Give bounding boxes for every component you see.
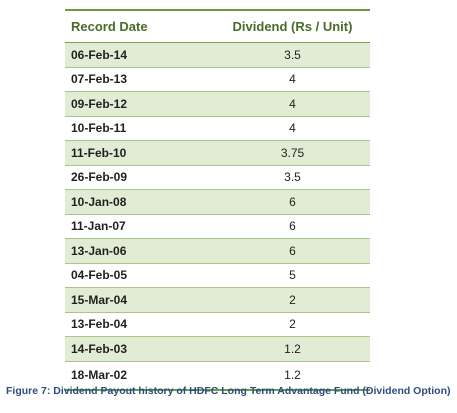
dividend-cell: 1.2 <box>284 368 301 382</box>
table-row: 10-Feb-11 4 <box>65 117 370 141</box>
record-date-cell: 14-Feb-03 <box>71 341 128 356</box>
table-row: 10-Jan-08 6 <box>65 190 370 215</box>
header-dividend: Dividend (Rs / Unit) <box>232 19 353 34</box>
dividend-cell: 3.75 <box>280 145 305 160</box>
table-row: 11-Jan-07 6 <box>65 215 370 239</box>
record-date-cell: 26-Feb-09 <box>71 170 128 185</box>
record-date-cell: 13-Feb-04 <box>71 317 128 332</box>
table-row: 06-Feb-14 3.5 <box>65 43 370 68</box>
dividend-cell: 6 <box>289 243 296 258</box>
dividend-cell: 6 <box>289 194 296 209</box>
record-date-cell: 10-Jan-08 <box>71 194 127 209</box>
table-row: 13-Feb-04 2 <box>65 313 370 337</box>
table-row: 04-Feb-05 5 <box>65 264 370 288</box>
record-date-cell: 06-Feb-14 <box>71 47 128 62</box>
record-date-cell: 04-Feb-05 <box>71 268 128 283</box>
dividend-cell: 3.5 <box>284 47 301 62</box>
dividend-cell: 2 <box>289 292 296 307</box>
table-row: 11-Feb-10 3.75 <box>65 141 370 166</box>
record-date-cell: 18-Mar-02 <box>71 368 128 382</box>
record-date-cell: 15-Mar-04 <box>71 292 128 307</box>
record-date-cell: 07-Feb-13 <box>71 72 128 87</box>
dividend-cell: 5 <box>289 268 296 283</box>
figure-caption: Figure 7: Dividend Payout history of HDF… <box>6 385 451 397</box>
header-record-date: Record Date <box>71 19 148 34</box>
table-row: 14-Feb-03 1.2 <box>65 337 370 362</box>
record-date-cell: 09-Feb-12 <box>71 96 128 111</box>
record-date-cell: 10-Feb-11 <box>71 121 127 136</box>
dividend-cell: 4 <box>289 72 296 87</box>
table-row: 13-Jan-06 6 <box>65 239 370 264</box>
table-row: 09-Feb-12 4 <box>65 92 370 117</box>
table-row: 18-Mar-02 1.2 <box>65 362 370 391</box>
table-header-row: Record Date Dividend (Rs / Unit) <box>65 11 370 43</box>
dividend-cell: 4 <box>289 121 296 136</box>
dividend-cell: 6 <box>289 219 296 234</box>
table-row: 26-Feb-09 3.5 <box>65 166 370 190</box>
dividend-cell: 3.5 <box>284 170 301 185</box>
table-row: 07-Feb-13 4 <box>65 68 370 92</box>
table-row: 15-Mar-04 2 <box>65 288 370 313</box>
table-top-rule <box>65 9 370 11</box>
record-date-cell: 11-Jan-07 <box>71 219 126 234</box>
dividend-cell: 1.2 <box>284 341 301 356</box>
record-date-cell: 11-Feb-10 <box>71 145 127 160</box>
dividend-table: Record Date Dividend (Rs / Unit) 06-Feb-… <box>65 9 370 391</box>
dividend-cell: 4 <box>289 96 296 111</box>
dividend-cell: 2 <box>289 317 296 332</box>
record-date-cell: 13-Jan-06 <box>71 243 127 258</box>
